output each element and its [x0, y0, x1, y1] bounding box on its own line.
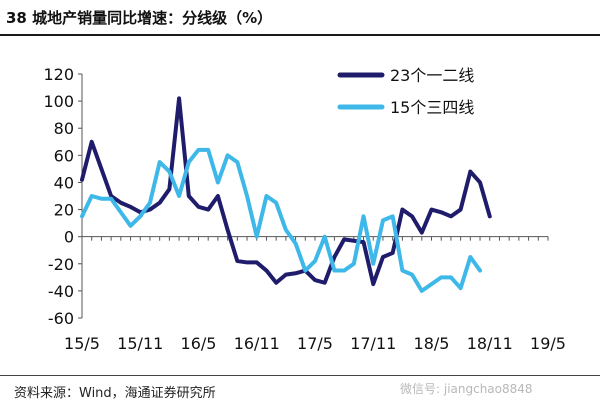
chart-series	[80, 96, 492, 293]
y-tick-label: 80	[54, 119, 74, 138]
y-tick-label: 60	[54, 146, 74, 165]
source-note: 资料来源：Wind，海通证券研究所	[14, 386, 216, 401]
x-tick-label: 18/11	[467, 334, 513, 353]
y-tick-label: 100	[43, 92, 74, 111]
chart-legend: 23个一二线 15个三四线	[337, 66, 474, 117]
x-tick-label: 16/5	[181, 334, 217, 353]
title-divider	[0, 34, 600, 36]
x-tick-label: 17/5	[297, 334, 333, 353]
x-tick-label: 19/5	[530, 334, 566, 353]
x-tick-label: 15/11	[117, 334, 163, 353]
series-line-1	[80, 96, 492, 287]
legend-label-2: 15个三四线	[390, 98, 474, 117]
x-tick-label: 18/5	[414, 334, 450, 353]
x-tick-label: 17/11	[350, 334, 396, 353]
y-tick-label: -40	[48, 282, 74, 301]
y-tick-label: -20	[48, 255, 74, 274]
y-tick-label: 0	[64, 228, 74, 247]
series-line-2	[80, 147, 483, 293]
chart-axes: 120 100 80 60 40 20 0 -20 -40 -60 15/5 15/11 16/5 16/…	[43, 65, 566, 353]
watermark-text: 微信号: jiangchao8848	[400, 382, 533, 396]
footer-divider	[0, 375, 600, 376]
y-tick-label: -60	[48, 309, 74, 328]
y-tick-label: 120	[43, 65, 74, 84]
y-tick-label: 40	[54, 173, 74, 192]
y-tick-label: 20	[54, 201, 74, 220]
x-tick-label: 15/5	[64, 334, 100, 353]
x-tick-label: 16/11	[234, 334, 280, 353]
chart-title: 38 城地产销量同比增速：分线级（%）	[6, 9, 273, 27]
legend-label-1: 23个一二线	[390, 66, 474, 85]
